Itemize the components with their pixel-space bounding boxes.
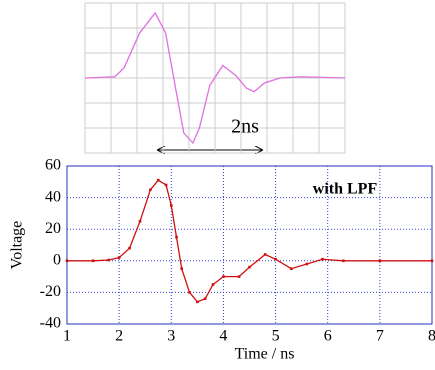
point bbox=[342, 260, 345, 263]
x-tick-label: 3 bbox=[167, 328, 175, 345]
trace bbox=[67, 180, 432, 302]
point bbox=[66, 260, 69, 263]
x-tick-label: 6 bbox=[324, 328, 332, 345]
x-tick-label: 2 bbox=[115, 328, 123, 345]
point bbox=[175, 236, 178, 239]
y-tick-label: 20 bbox=[45, 220, 61, 237]
y-tick-label: 0 bbox=[53, 251, 61, 268]
point bbox=[238, 275, 241, 278]
point bbox=[196, 301, 199, 304]
x-tick-label: 8 bbox=[428, 328, 435, 345]
point bbox=[248, 266, 251, 269]
annotation: 2ns bbox=[231, 116, 259, 138]
y-tick-label: 60 bbox=[45, 157, 61, 174]
point bbox=[92, 260, 95, 263]
point bbox=[157, 179, 160, 182]
point bbox=[204, 297, 207, 300]
point bbox=[107, 259, 110, 262]
point bbox=[222, 275, 225, 278]
x-axis-label: Time / ns bbox=[235, 346, 295, 363]
point bbox=[188, 291, 191, 294]
point bbox=[149, 188, 152, 191]
x-tick-label: 7 bbox=[376, 328, 384, 345]
y-tick-label: 40 bbox=[45, 188, 61, 205]
point bbox=[212, 283, 215, 286]
point bbox=[431, 260, 434, 263]
point bbox=[306, 263, 309, 266]
plot-frame bbox=[67, 166, 432, 324]
point bbox=[264, 253, 267, 256]
y-axis-label: Voltage bbox=[9, 221, 26, 270]
point bbox=[180, 267, 183, 270]
annotation: with LPF bbox=[313, 181, 378, 198]
x-tick-label: 5 bbox=[272, 328, 280, 345]
x-tick-label: 1 bbox=[63, 328, 71, 345]
point bbox=[165, 184, 168, 187]
point bbox=[118, 256, 121, 259]
point bbox=[321, 258, 324, 261]
point bbox=[139, 220, 142, 223]
figure: 2ns 1 2 3 4 5 6 7 8 -40 -20 0 20 40 60 Time / ns Voltage… bbox=[0, 0, 435, 365]
point bbox=[379, 260, 382, 263]
y-tick-label: -40 bbox=[40, 315, 61, 332]
point bbox=[274, 258, 277, 261]
point bbox=[290, 267, 293, 270]
x-tick-label: 4 bbox=[219, 328, 227, 345]
point bbox=[170, 204, 173, 207]
point bbox=[128, 247, 131, 250]
y-tick-label: -20 bbox=[40, 283, 61, 300]
